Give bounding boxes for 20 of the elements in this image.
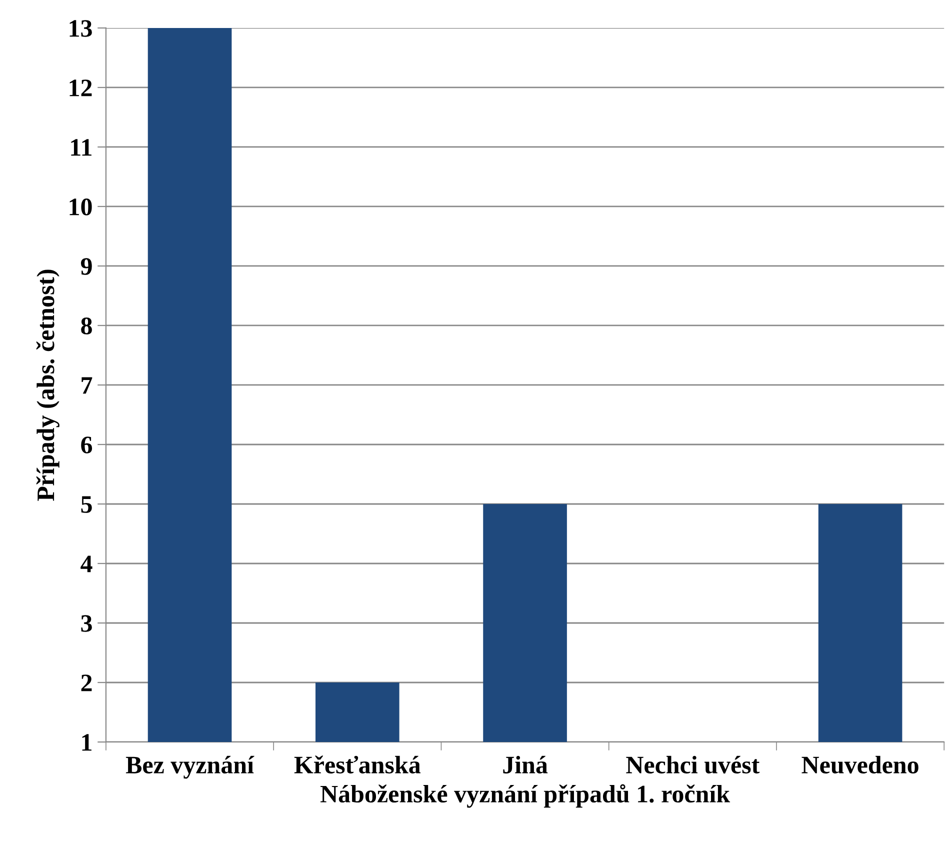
y-tick-label: 3 bbox=[81, 615, 92, 632]
y-tick-label: 1 bbox=[82, 734, 92, 751]
x-axis-title: Náboženské vyznání případů 1. ročník bbox=[320, 784, 730, 808]
y-tick-label: 7 bbox=[82, 377, 92, 394]
y-tick-label: 6 bbox=[81, 436, 92, 454]
y-tick-label: 4 bbox=[80, 556, 92, 572]
x-tick-label: Jiná bbox=[503, 756, 548, 774]
x-tick-label: Křesťanská bbox=[294, 756, 420, 774]
y-tick-label: 13 bbox=[70, 20, 92, 37]
x-tick-label: Nechci uvést bbox=[626, 756, 760, 774]
x-tick-label: Bez vyznání bbox=[126, 756, 254, 779]
x-tick-label: Neuvedeno bbox=[802, 756, 918, 774]
y-axis-title: Případy (abs. četnost) bbox=[36, 270, 60, 501]
y-tick-label: 12 bbox=[70, 80, 92, 96]
y-tick-label: 8 bbox=[81, 318, 92, 334]
y-tick-label: 2 bbox=[81, 674, 92, 692]
y-tick-label: 10 bbox=[70, 198, 92, 216]
y-tick-label: 5 bbox=[81, 496, 92, 513]
y-tick-label: 9 bbox=[80, 258, 92, 275]
y-tick-label: 11 bbox=[71, 139, 92, 156]
